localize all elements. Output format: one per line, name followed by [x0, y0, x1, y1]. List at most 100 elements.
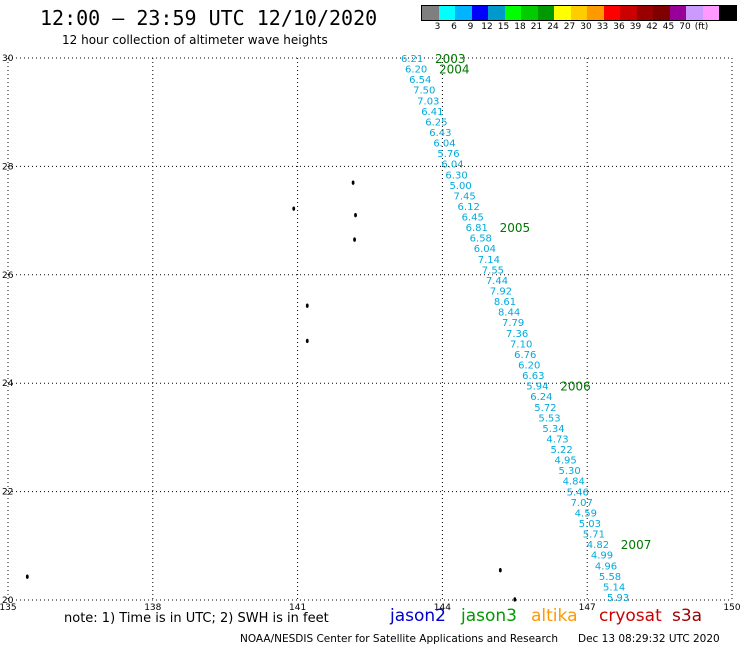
swh-value-label: 4.73: [546, 434, 568, 445]
swh-value-label: 5.00: [449, 181, 471, 192]
swh-value-label: 7.14: [478, 255, 500, 266]
lat-tick-label: 30: [2, 54, 14, 64]
color-legend-labels: 3 6 9 12 15 18 21 24 27 30 33 36 39 42 45 70 (ft): [421, 21, 737, 33]
color-legend-label: 12: [481, 22, 493, 32]
swh-value-label: 4.95: [554, 456, 576, 467]
island-marker: [25, 574, 29, 579]
color-legend-label: 36: [613, 22, 625, 32]
color-legend-label: 6: [451, 22, 457, 32]
swh-value-label: 6.41: [421, 107, 443, 118]
generated-timestamp: Dec 13 08:29:32 UTC 2020: [578, 633, 720, 645]
swh-value-label: 4.84: [563, 477, 585, 488]
color-legend-label: 24: [547, 22, 559, 32]
swh-value-label: 5.93: [607, 593, 629, 604]
island-marker: [353, 237, 356, 242]
satellite-legend-jason3: jason3: [461, 606, 517, 626]
color-legend: 3 6 9 12 15 18 21 24 27 30 33 36 39 42 45 70 (ft): [421, 5, 737, 33]
swh-value-label: 4.82: [587, 540, 609, 551]
color-legend-label: 18: [514, 22, 526, 32]
swh-value-label: 5.34: [542, 424, 564, 435]
swh-value-label: 6.58: [470, 234, 492, 245]
swh-value-label: 6.30: [445, 170, 467, 181]
swh-value-label: 6.04: [441, 160, 463, 171]
swh-value-label: 4.99: [591, 551, 613, 562]
color-swatch: [669, 6, 686, 20]
color-legend-label: 39: [629, 22, 642, 32]
island-marker: [351, 180, 355, 185]
color-swatch: [570, 6, 587, 20]
lat-tick-label: 22: [2, 488, 13, 498]
color-legend-label: 21: [530, 22, 543, 32]
color-legend-label: 15: [497, 22, 510, 32]
swh-value-label: 6.20: [518, 360, 540, 371]
pass-time-label: 2004: [439, 63, 470, 77]
satellite-legend-s3a: s3a: [672, 606, 703, 626]
satellite-legend-jason2: jason2: [390, 606, 446, 626]
swh-value-label: 7.44: [486, 276, 508, 287]
swh-value-label: 6.76: [514, 350, 536, 361]
color-legend-label: (ft): [694, 22, 709, 32]
swh-value-label: 6.20: [405, 65, 427, 76]
swh-value-label: 6.04: [433, 139, 455, 150]
swh-value-label: 6.45: [462, 213, 484, 224]
swh-value-label: 5.03: [579, 519, 601, 530]
pass-time-label: 2005: [500, 221, 531, 235]
swh-value-label: 5.76: [437, 149, 459, 160]
lon-tick-label: 141: [289, 603, 306, 613]
lon-tick-label: 150: [723, 603, 740, 613]
color-swatch: [488, 6, 505, 20]
swh-value-label: 5.71: [583, 530, 605, 541]
swh-value-label: 7.03: [417, 96, 439, 107]
color-legend-label: 9: [467, 22, 474, 32]
swh-value-label: 6.25: [425, 117, 447, 128]
swh-value-label: 4.96: [595, 561, 617, 572]
lat-tick-label: 20: [2, 596, 14, 606]
chart-subtitle: 12 hour collection of altimeter wave hei…: [62, 33, 328, 47]
swh-value-label: 6.43: [429, 128, 451, 139]
swh-value-label: 7.50: [413, 86, 435, 97]
swh-value-label: 8.61: [494, 297, 516, 308]
lat-tick-label: 24: [2, 379, 14, 389]
swh-value-label: 5.46: [567, 487, 589, 498]
color-swatch: [587, 6, 604, 20]
lon-tick-label: 144: [434, 603, 451, 613]
satellite-legend-altika: altika: [531, 606, 578, 626]
swh-value-label: 7.07: [571, 498, 593, 509]
island-marker: [292, 206, 296, 211]
color-swatch: [702, 6, 719, 20]
swh-value-label: 7.36: [506, 329, 528, 340]
color-swatch: [686, 6, 703, 20]
color-swatch: [719, 6, 736, 20]
pass-time-label: 2003: [435, 52, 466, 66]
swh-value-label: 5.53: [538, 413, 560, 424]
color-swatch: [603, 6, 620, 20]
island-marker: [305, 303, 309, 308]
swh-value-label: 5.94: [526, 382, 548, 393]
swh-value-label: 6.63: [522, 371, 544, 382]
swh-value-label: 6.54: [409, 75, 431, 86]
color-swatch: [471, 6, 488, 20]
color-swatch: [504, 6, 521, 20]
color-legend-swatches: [421, 5, 737, 21]
pass-time-label: 2006: [560, 380, 591, 394]
color-legend-label: 33: [596, 22, 609, 32]
swh-value-label: 5.30: [559, 466, 581, 477]
lon-tick-label: 138: [144, 603, 161, 613]
chart-title: 12:00 – 23:59 UTC 12/10/2020: [40, 6, 378, 30]
island-marker: [305, 338, 309, 344]
swh-value-label: 5.72: [534, 403, 556, 414]
lon-tick-label: 147: [579, 603, 596, 613]
swh-value-label: 7.45: [454, 191, 476, 202]
lat-tick-label: 26: [2, 271, 14, 281]
color-legend-label: 45: [662, 22, 675, 32]
color-swatch: [636, 6, 653, 20]
island-marker: [354, 212, 357, 218]
color-swatch: [537, 6, 554, 20]
color-swatch: [455, 6, 472, 20]
color-legend-label: 3: [434, 22, 441, 32]
swh-value-label: 6.12: [458, 202, 480, 213]
pass-time-label: 2007: [621, 538, 652, 552]
island-marker: [513, 597, 517, 602]
color-legend-label: 70: [679, 22, 691, 32]
